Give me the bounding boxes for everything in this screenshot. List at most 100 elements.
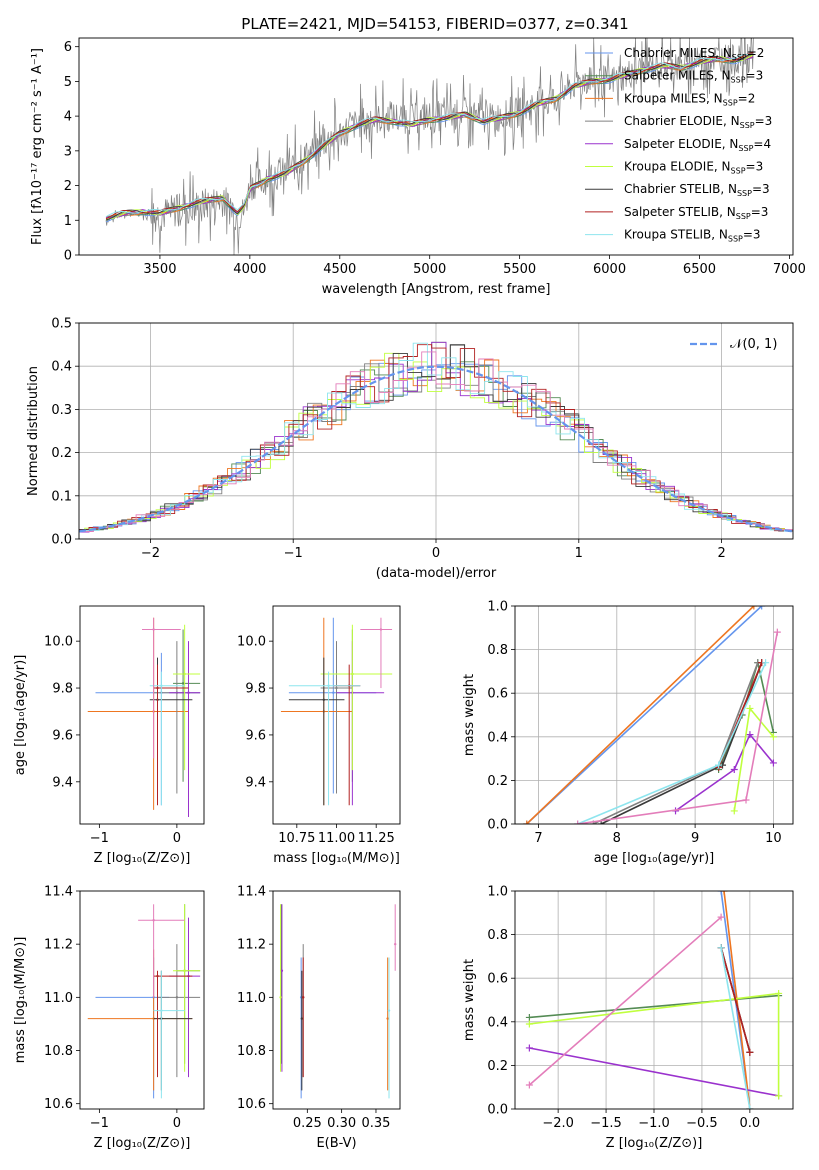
data-point bbox=[335, 686, 338, 690]
plus-marker bbox=[525, 1081, 533, 1089]
x-axis-label: E(B-V) bbox=[316, 1136, 356, 1151]
error-bars bbox=[87, 904, 201, 1099]
plus-marker bbox=[758, 606, 766, 610]
x-tick-label: 3500 bbox=[143, 262, 176, 277]
x-tick-label: −0.5 bbox=[686, 1116, 718, 1131]
y-tick-label: 9.4 bbox=[245, 775, 266, 790]
y-tick-label: 4 bbox=[64, 110, 72, 125]
weight-line bbox=[526, 606, 755, 824]
legend-entry: Salpeter STELIB, NSSP=3 bbox=[624, 205, 768, 221]
y-tick-label: 11.2 bbox=[237, 938, 266, 953]
x-tick-label: 4500 bbox=[323, 262, 356, 277]
y-tick-label: 11.0 bbox=[237, 991, 266, 1006]
plus-marker bbox=[769, 733, 777, 741]
data-point bbox=[393, 942, 397, 946]
plus-marker bbox=[574, 820, 582, 824]
x-tick-label: 1 bbox=[575, 546, 583, 561]
mass-vs-ebv-panel: 0.25 0.30 0.35 10.6 10.8 11.0 11.2 11.4 E(B-V) bbox=[237, 885, 401, 1151]
data-point bbox=[160, 684, 163, 687]
y-tick-label: 9.8 bbox=[245, 682, 266, 697]
x-tick-label: 0 bbox=[432, 546, 440, 561]
x-tick-label: 10 bbox=[765, 831, 782, 846]
y-tick-label: 11.4 bbox=[44, 885, 73, 900]
data-point bbox=[351, 672, 354, 676]
legend-entry: Kroupa MILES, NSSP=2 bbox=[624, 91, 755, 107]
y-axis-label: Normed distribution bbox=[26, 366, 41, 496]
age-vs-metallicity-panel: −1 0 9.4 9.6 9.8 10.0 Z [log₁₀(Z/Z⊙)] age [log₁… bbox=[13, 605, 205, 866]
error-bars bbox=[280, 617, 393, 806]
plus-marker bbox=[730, 807, 738, 815]
y-tick-label: 10.6 bbox=[237, 1097, 266, 1112]
x-tick-label: −1.5 bbox=[590, 1116, 622, 1131]
y-tick-label: 3 bbox=[64, 144, 72, 159]
x-tick-label: 11.25 bbox=[358, 831, 395, 846]
plus-marker bbox=[525, 1013, 533, 1021]
weight-lines bbox=[525, 891, 783, 1109]
plus-marker bbox=[525, 1044, 533, 1052]
normal-curve bbox=[79, 365, 793, 533]
axes-frame bbox=[79, 890, 205, 1110]
y-tick-label: 0.5 bbox=[51, 317, 72, 332]
x-axis-label: (data-model)/error bbox=[376, 566, 497, 581]
plus-marker bbox=[762, 659, 770, 667]
y-axis-label: mass weight bbox=[462, 674, 477, 756]
weight-line bbox=[529, 1047, 779, 1097]
y-tick-label: 11.4 bbox=[237, 885, 266, 900]
y-tick-label: 1.0 bbox=[487, 600, 508, 615]
legend-entry: Kroupa STELIB, NSSP=3 bbox=[624, 228, 761, 244]
mass-vs-metallicity-panel: −1 0 10.6 10.8 11.0 11.2 11.4 Z [log₁₀(Z/Z⊙)] ma… bbox=[13, 885, 205, 1151]
x-axis-label: Z [log₁₀(Z/Z⊙)] bbox=[606, 1136, 703, 1151]
axes-frame bbox=[78, 322, 794, 540]
data-point bbox=[300, 1017, 304, 1020]
data-point bbox=[183, 672, 186, 676]
y-tick-label: 10.0 bbox=[237, 635, 266, 650]
plus-marker bbox=[746, 731, 754, 739]
data-point bbox=[152, 919, 155, 922]
y-tick-label: 10.0 bbox=[44, 635, 73, 650]
plus-marker bbox=[742, 796, 750, 804]
y-tick-label: 0.6 bbox=[487, 687, 508, 702]
data-point bbox=[156, 686, 159, 690]
weight-line bbox=[528, 916, 722, 1086]
data-point bbox=[279, 996, 282, 999]
x-tick-label: −1 bbox=[284, 546, 303, 561]
spectrum-title: PLATE=2421, MJD=54153, FIBERID=0377, z=0… bbox=[241, 15, 628, 33]
plus-marker bbox=[717, 913, 725, 921]
plus-marker bbox=[773, 628, 781, 636]
plus-marker bbox=[750, 606, 758, 610]
y-axis-label: age [log₁₀(age/yr)] bbox=[13, 655, 28, 776]
x-tick-label: 10.75 bbox=[278, 831, 315, 846]
data-point bbox=[156, 974, 159, 978]
y-axis-label: Flux [fλ10⁻¹⁷ erg cm⁻² s⁻¹ A⁻¹] bbox=[30, 48, 45, 245]
x-axis-label: mass [log₁₀(M/M⊙)] bbox=[273, 851, 400, 866]
y-tick-label: 1.0 bbox=[487, 885, 508, 900]
axes-frame bbox=[514, 890, 794, 1110]
x-tick-label: 5000 bbox=[413, 262, 446, 277]
x-tick-label: 0.0 bbox=[740, 1116, 761, 1131]
x-tick-label: 11.00 bbox=[318, 831, 355, 846]
plus-marker bbox=[717, 944, 725, 952]
y-tick-label: 9.8 bbox=[52, 682, 73, 697]
weight-line bbox=[723, 891, 751, 1109]
legend-entry: Salpeter MILES, NSSP=3 bbox=[624, 69, 763, 85]
y-tick-label: 0.8 bbox=[487, 643, 508, 658]
x-tick-label: 0 bbox=[173, 831, 181, 846]
weight-line bbox=[600, 662, 763, 824]
axes-frame bbox=[79, 605, 205, 825]
y-tick-label: 9.4 bbox=[52, 775, 73, 790]
data-point bbox=[302, 996, 305, 999]
x-tick-label: −1.0 bbox=[638, 1116, 670, 1131]
mass-weight-vs-metallicity-panel: −2.0 −1.5 −1.0 −0.5 0.0 0.0 0.2 0.4 0.6 0.8 1.0 Z [… bbox=[462, 885, 794, 1151]
x-tick-label: 0.30 bbox=[327, 1116, 356, 1131]
x-tick-label: 7000 bbox=[773, 262, 806, 277]
y-tick-label: 11.2 bbox=[44, 938, 73, 953]
x-tick-label: 5500 bbox=[503, 262, 536, 277]
axes-frame bbox=[272, 605, 401, 825]
y-tick-label: 0.4 bbox=[51, 360, 72, 375]
data-point bbox=[183, 969, 186, 972]
plus-marker bbox=[746, 1048, 754, 1056]
y-tick-label: 9.6 bbox=[245, 728, 266, 743]
x-tick-label: −1 bbox=[90, 1116, 109, 1131]
x-tick-label: 0.35 bbox=[361, 1116, 390, 1131]
